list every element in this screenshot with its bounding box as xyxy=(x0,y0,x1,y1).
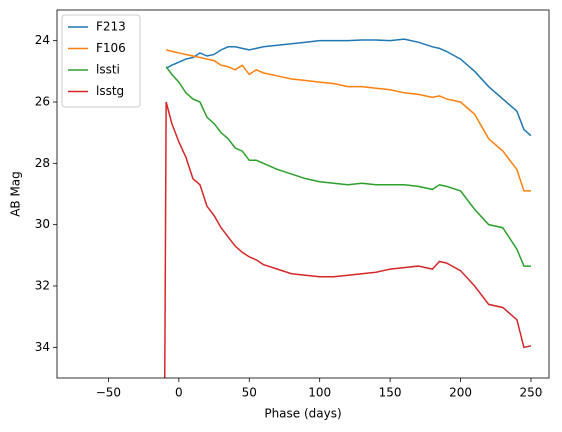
x-tick-label: 0 xyxy=(175,386,183,400)
x-tick-label: 150 xyxy=(379,386,402,400)
data-line xyxy=(165,38,532,137)
y-tick-label: 26 xyxy=(35,95,50,109)
x-tick-label: −50 xyxy=(96,386,121,400)
x-tick-label: 250 xyxy=(520,386,543,400)
y-tick-label: 28 xyxy=(35,156,50,170)
data-line xyxy=(164,101,532,378)
data-line xyxy=(165,66,531,267)
legend-label: lsstg xyxy=(96,84,124,98)
y-tick-label: 30 xyxy=(35,217,50,231)
data-line xyxy=(165,49,531,192)
y-tick-label: 32 xyxy=(35,279,50,293)
y-axis-label: AB Mag xyxy=(9,171,23,217)
legend-box xyxy=(61,14,141,108)
lines xyxy=(164,38,532,378)
plot-frame xyxy=(56,9,550,379)
y-tick-label: 34 xyxy=(35,340,50,354)
x-tick-label: 200 xyxy=(449,386,472,400)
y-tick-label: 24 xyxy=(35,33,50,47)
x-axis-label: Phase (days) xyxy=(264,407,341,421)
legend-label: lssti xyxy=(96,63,120,77)
legend-label: F213 xyxy=(96,20,126,34)
x-tick-label: 50 xyxy=(242,386,257,400)
legend-label: F106 xyxy=(96,41,126,55)
x-tick-label: 100 xyxy=(308,386,331,400)
